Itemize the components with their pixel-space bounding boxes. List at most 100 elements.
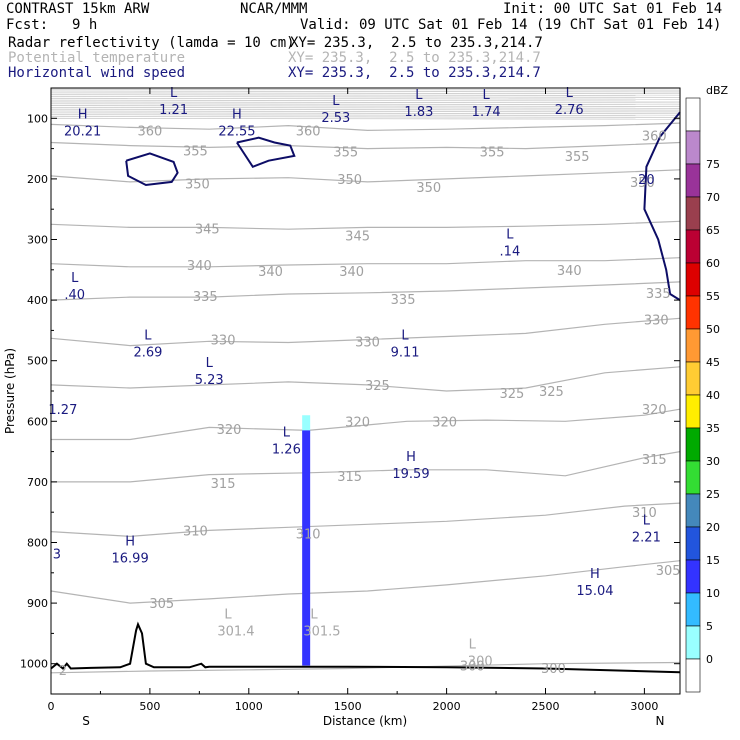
theta-contour-label: 340 xyxy=(557,264,582,279)
colorbar-swatch xyxy=(685,163,701,198)
wind-contour-1 xyxy=(236,136,296,169)
valid-time: Valid: 09 UTC Sat 01 Feb 14 (19 ChT Sat … xyxy=(300,17,722,33)
colorbar-swatch xyxy=(685,196,701,231)
theta-contour-320 xyxy=(51,408,681,441)
theta-contour-315 xyxy=(51,451,681,483)
theta-contour-345 xyxy=(50,220,681,230)
theta-contour-label: 310 xyxy=(183,524,208,539)
wind-extremum-letter: L xyxy=(566,86,574,101)
colorbar-swatch xyxy=(685,493,701,528)
theta-contour-label: 360 xyxy=(296,124,321,139)
wind-contours xyxy=(125,111,681,301)
theta-contour-label: 315 xyxy=(337,470,362,485)
wind-extremum-letter: L xyxy=(170,86,178,101)
theta-contour-label: 330 xyxy=(211,333,236,348)
colorbar-tick-label: 30 xyxy=(706,455,720,468)
axes: 100 200 300 400 500 600 700 800 900 1000 0 500 1000 1… xyxy=(20,88,680,713)
end-label-south: S xyxy=(82,714,90,728)
y-tick-label: 1000 xyxy=(20,658,48,671)
colorbar-swatch xyxy=(685,592,701,627)
colorbar-swatch xyxy=(685,130,701,165)
theta-contour-label: 350 xyxy=(630,176,655,191)
y-tick-label: 800 xyxy=(27,537,48,550)
colorbar-tick-label: 65 xyxy=(706,224,720,237)
theta-contour-label: 350 xyxy=(416,181,441,196)
theta-extremum-letter: L xyxy=(310,607,318,622)
wind-extremum-value: 9.11 xyxy=(391,346,420,361)
wind-extremum-value: 1.83 xyxy=(404,105,433,120)
wind-extremum-value: 1.27 xyxy=(48,403,77,418)
field-reflectivity-name: Radar reflectivity (lamda = 10 cm) xyxy=(8,35,295,51)
theta-contour-330 xyxy=(50,317,681,347)
y-tick-label: 300 xyxy=(27,234,48,247)
theta-hatch-line xyxy=(50,92,681,95)
wind-extremum-letter: H xyxy=(590,567,600,582)
y-tick-label: 500 xyxy=(27,355,48,368)
theta-contours xyxy=(50,122,681,674)
colorbar-swatch xyxy=(685,559,701,594)
wind-extremum-value: 3 xyxy=(53,547,61,562)
field-theta-name: Potential temperature xyxy=(8,50,186,66)
wind-extremum-value: 2.76 xyxy=(555,103,584,118)
theta-hatch-line xyxy=(50,94,681,96)
colorbar-swatch xyxy=(685,460,701,495)
x-tick-label: 2000 xyxy=(433,700,461,713)
field-wind-name: Horizontal wind speed xyxy=(8,65,186,81)
colorbar-tick-label: 35 xyxy=(706,422,720,435)
x-tick-label: 500 xyxy=(139,700,160,713)
wind-extremum-letter: L xyxy=(506,227,514,242)
organization: NCAR/MMM xyxy=(240,1,308,17)
theta-hatch-line xyxy=(50,96,681,98)
colorbar-swatch xyxy=(685,295,701,330)
theta-hatch-line xyxy=(50,97,681,100)
wind-extremum-value: .40 xyxy=(64,288,85,303)
wind-extremum-letter: H xyxy=(232,107,242,122)
terrain xyxy=(50,621,681,674)
theta-contour-335 xyxy=(50,281,681,301)
colorbar-tick-label: 20 xyxy=(706,521,720,534)
theta-extremum-value: 301.4 xyxy=(217,624,254,639)
theta-contour-label: 305 xyxy=(149,597,174,612)
wind-extremum-value: .14 xyxy=(500,244,521,259)
wind-extremum-letter: L xyxy=(401,329,409,344)
colorbar-swatch xyxy=(685,361,701,396)
theta-contour-label: 320 xyxy=(642,403,667,418)
theta-extremum-value: 300 xyxy=(468,655,493,670)
theta-contour-350 xyxy=(50,169,681,183)
wind-extremum-value: 20.21 xyxy=(64,124,101,139)
theta-contour-300 xyxy=(50,661,681,674)
theta-hatch-line xyxy=(50,101,681,104)
wind-extremum-value: 5.23 xyxy=(195,373,224,388)
colorbar-tick-label: 70 xyxy=(706,191,720,204)
terrain-line xyxy=(50,621,681,674)
theta-contour-label: 350 xyxy=(185,178,210,193)
colorbar-swatch xyxy=(685,328,701,363)
x-tick-label: 3000 xyxy=(630,700,658,713)
wind-extremum-value: 1.74 xyxy=(472,105,501,120)
colorbar-tick-label: 45 xyxy=(706,356,720,369)
forecast-hour: 9 h xyxy=(72,17,98,33)
theta-hatch-line xyxy=(50,99,681,102)
theta-contour-355 xyxy=(50,141,681,150)
theta-hatch-line xyxy=(50,110,681,113)
theta-hatch-line xyxy=(50,112,681,115)
wind-extremum-value: 15.04 xyxy=(576,584,613,599)
theta-contour-340 xyxy=(50,257,681,268)
colorbar-tick-label: 0 xyxy=(706,653,713,666)
colorbar-swatch xyxy=(685,262,701,297)
colorbar-tick-label: 25 xyxy=(706,488,720,501)
y-tick-label: 700 xyxy=(27,476,48,489)
theta-contour-label: 355 xyxy=(183,144,208,159)
colorbar-swatch xyxy=(685,658,701,693)
theta-contour-label: 355 xyxy=(565,150,590,165)
theta-contour-label: 345 xyxy=(345,229,370,244)
model-name: CONTRAST 15km ARW xyxy=(6,1,150,17)
forecast-label: Fcst: xyxy=(6,17,49,33)
y-tick-label: 100 xyxy=(27,112,48,125)
theta-contour-label: 310 xyxy=(296,527,321,542)
wind-extremum-letter: L xyxy=(332,94,340,109)
colorbar-tick-label: 15 xyxy=(706,554,720,567)
theta-hatch-line xyxy=(50,103,681,106)
theta-contour-325 xyxy=(50,366,681,392)
init-time: Init: 00 UTC Sat 01 Feb 14 xyxy=(503,1,723,17)
